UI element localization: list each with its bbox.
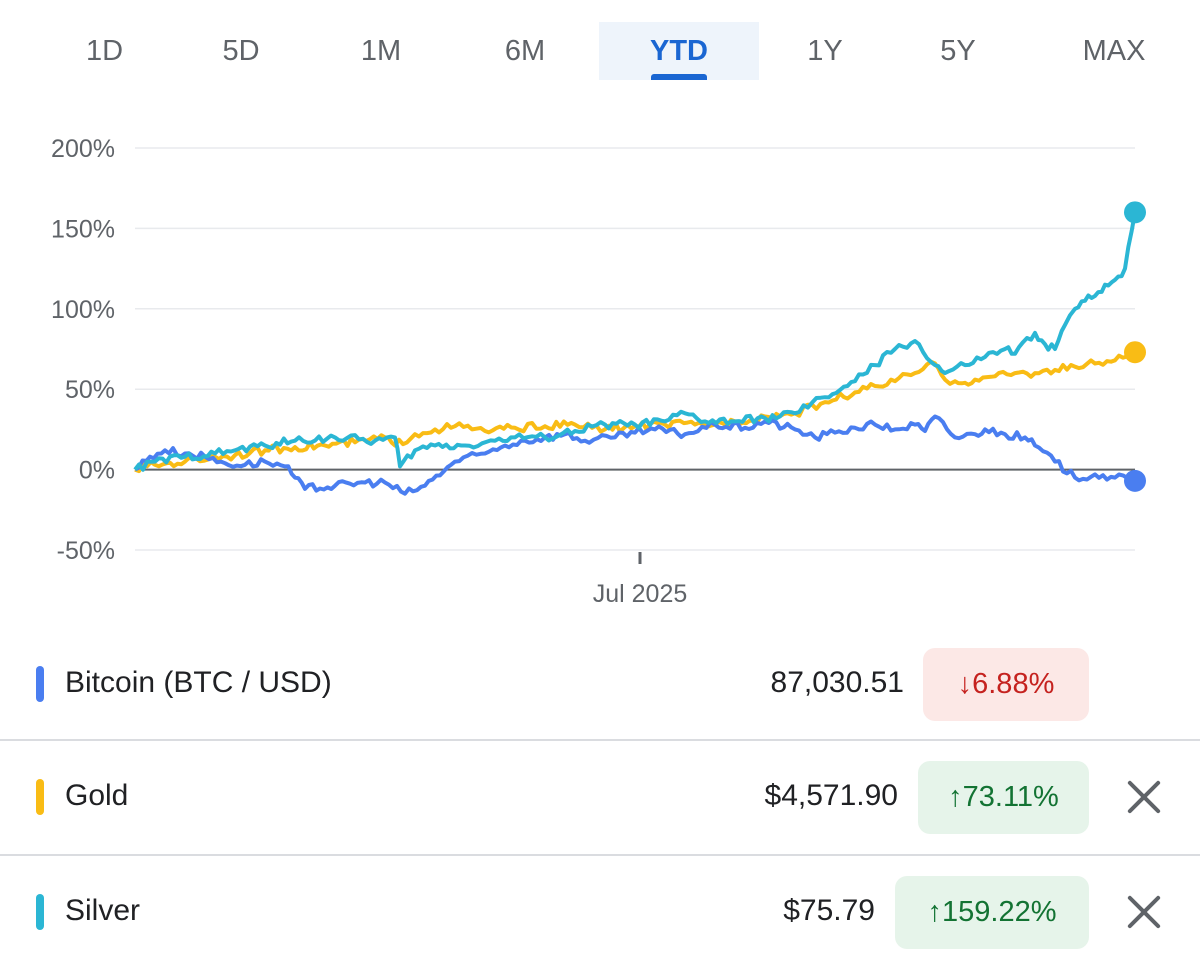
tab-1d[interactable]: 1D [62,22,147,80]
asset-name: Gold [65,779,129,812]
tab-label: 1D [85,35,124,67]
tab-label: 5Y [940,35,976,67]
series-end-dot-gold [1124,341,1146,364]
close-icon[interactable] [1122,775,1166,819]
y-tick-label: 0% [79,457,115,485]
change-badge: ↓6.88% [923,648,1089,721]
down-arrow-icon: ↓ [957,668,973,700]
asset-price: $4,571.90 [764,779,898,812]
y-tick-label: 150% [51,215,115,243]
tab-6m[interactable]: 6M [478,22,572,80]
tab-1y[interactable]: 1Y [782,22,868,80]
x-tick-label: Jul 2025 [593,580,688,608]
tab-1m[interactable]: 1M [335,22,427,80]
up-arrow-icon: ↑ [948,781,963,813]
tab-label: YTD [650,35,708,67]
change-badge: ↑73.11% [918,761,1089,834]
asset-price: 87,030.51 [770,666,904,699]
silver-color-swatch [36,894,44,930]
series-line-btc [134,414,1136,496]
gold-color-swatch [36,779,44,815]
btc-color-swatch [36,666,44,702]
change-value: 73.11% [962,781,1059,813]
list-item-btc[interactable]: Bitcoin (BTC / USD) 87,030.51 ↓6.88% [0,626,1200,739]
tab-label: MAX [1082,35,1146,67]
list-item-silver[interactable]: Silver $75.79 ↑159.22% [0,854,1200,969]
tab-ytd[interactable]: YTD [599,22,759,80]
change-badge: ↑159.22% [895,876,1089,949]
asset-price: $75.79 [783,894,875,927]
y-tick-label: 100% [51,296,115,324]
price-chart: 200% 150% 100% 50% 0% -50% Jul 2025 [51,135,1146,608]
series-end-dot-silver [1124,201,1146,224]
series-line-gold [134,350,1137,474]
asset-name: Bitcoin (BTC / USD) [65,666,332,699]
tab-max[interactable]: MAX [1062,22,1166,80]
change-value: 159.22% [942,896,1057,928]
active-tab-indicator [651,74,707,80]
y-tick-label: 50% [65,376,115,404]
y-tick-label: -50% [57,537,115,565]
tab-label: 1M [360,35,402,67]
close-icon[interactable] [1122,890,1166,934]
change-value: 6.88% [972,668,1055,700]
series-end-dot-btc [1124,469,1146,492]
up-arrow-icon: ↑ [927,896,943,928]
tab-5d[interactable]: 5D [197,22,285,80]
y-tick-label: 200% [51,135,115,163]
tab-label: 1Y [807,35,843,67]
tab-label: 6M [504,35,546,67]
list-item-gold[interactable]: Gold $4,571.90 ↑73.11% [0,739,1200,854]
asset-name: Silver [65,894,141,927]
tab-label: 5D [222,35,260,67]
comparison-list: Bitcoin (BTC / USD) 87,030.51 ↓6.88% Gol… [0,626,1200,969]
range-tabs: 1D 5D 1M 6M YTD 1Y 5Y MAX [0,22,1200,82]
tab-5y[interactable]: 5Y [913,22,1003,80]
series-line-silver [133,211,1137,472]
